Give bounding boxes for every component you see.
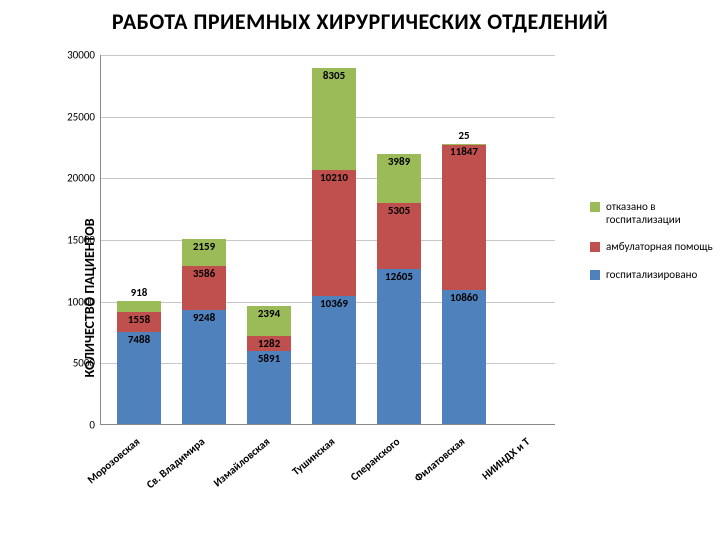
data-label: 12605 [385,270,413,283]
chart-container: КОЛИЧЕСТВО ПАЦИЕНТОВ 0500010000150002000… [45,55,575,540]
legend-label: амбулаторная помощь [606,240,713,253]
x-tick-label: Измайловская [211,435,272,489]
x-tick-label: Сперанского [348,435,402,484]
data-label: 2159 [193,240,215,253]
legend-label: госпитализировано [606,268,697,281]
bar-segment-refused [117,301,161,312]
bar-segment-refused [312,68,356,170]
legend-item: амбулаторная помощь [590,240,715,253]
x-tick-label: Морозовская [85,435,143,486]
legend-item: отказано в госпитализации [590,200,715,226]
data-label: 3989 [388,155,410,168]
x-axis: МорозовскаяСв. ВладимираИзмайловскаяТуши… [100,425,555,525]
data-label: 10369 [320,297,348,310]
legend-swatch [590,242,600,252]
plot-area: 0500010000150002000025000300007488155891… [100,55,555,425]
y-tick-label: 30000 [67,49,95,62]
bar-segment-hospitalized [312,296,356,424]
grid-line [101,55,555,56]
data-label: 11847 [450,145,478,158]
x-tick-label: НИИНДХ и Т [479,435,532,482]
bar-segment-hospitalized [442,290,486,424]
y-tick-label: 20000 [67,172,95,185]
data-label: 5891 [258,352,280,365]
legend: отказано в госпитализации амбулаторная по… [590,200,715,295]
data-label: 8305 [323,69,345,82]
data-label: 3586 [193,267,215,280]
legend-swatch [590,270,600,280]
data-label: 10210 [320,171,348,184]
bar-segment-ambulatory [312,170,356,296]
data-label: 5305 [388,204,410,217]
data-label: 918 [131,286,148,299]
y-tick-label: 5000 [73,357,95,370]
y-tick-label: 25000 [67,110,95,123]
y-tick-label: 15000 [67,234,95,247]
chart-title: РАБОТА ПРИЕМНЫХ ХИРУРГИЧЕСКИХ ОТДЕЛЕНИЙ [0,0,720,39]
data-label: 9248 [193,311,215,324]
data-label: 7488 [128,333,150,346]
data-label: 1558 [128,313,150,326]
legend-label: отказано в госпитализации [606,200,715,226]
bar-segment-hospitalized [377,269,421,424]
bar-segment-ambulatory [442,144,486,290]
bar-segment-hospitalized [182,310,226,424]
data-label: 10860 [450,291,478,304]
x-tick-label: Тушинская [290,435,338,478]
x-tick-label: Филатовская [412,435,468,485]
y-tick-label: 0 [89,419,95,432]
data-label: 2394 [258,307,280,320]
legend-item: госпитализировано [590,268,715,281]
x-tick-label: Св. Владимира [144,435,207,491]
data-label: 1282 [258,337,280,350]
data-label: 25 [458,129,469,142]
legend-swatch [590,202,600,212]
y-tick-label: 10000 [67,295,95,308]
